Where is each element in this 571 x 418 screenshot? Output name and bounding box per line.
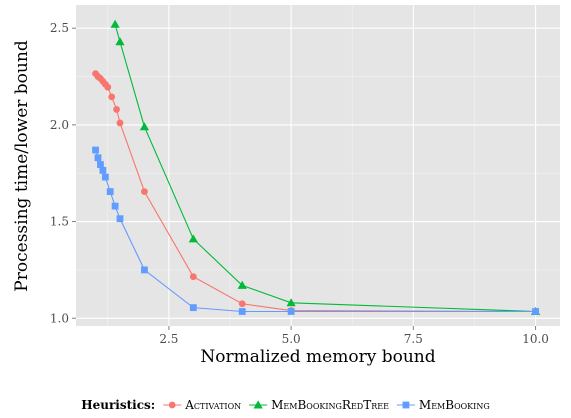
data-point: [106, 188, 114, 196]
legend-label: MemBooking: [419, 398, 490, 412]
data-point: [188, 234, 198, 243]
legend-item: Activation: [163, 398, 241, 412]
legend-key-marker: [402, 401, 410, 409]
legend-item: MemBooking: [396, 398, 490, 412]
major-gridlines: [76, 5, 560, 326]
data-point: [286, 298, 296, 307]
data-point: [189, 273, 197, 281]
data-point: [104, 83, 112, 91]
x-axis-title: Normalized memory bound: [200, 347, 435, 367]
data-point: [141, 266, 148, 274]
x-axis: 2.5 5.0 7.5 10.0: [159, 326, 549, 346]
x-tick-label: 2.5: [159, 332, 178, 346]
legend-label: Activation: [184, 398, 241, 412]
legend: Heuristics: Activation MemBookingRedTree Me…: [81, 398, 489, 412]
legend-key-marker: [253, 400, 263, 409]
x-tick-label: 7.5: [404, 332, 423, 346]
x-tick-label: 10.0: [522, 332, 549, 346]
data-point: [139, 122, 150, 131]
y-tick-label: 1.0: [50, 311, 69, 325]
y-axis-title: Processing time/lower bound: [12, 40, 32, 292]
legend-label: MemBookingRedTree: [271, 398, 389, 412]
data-point: [116, 215, 124, 223]
data-point: [237, 280, 247, 289]
y-tick-label: 1.5: [50, 215, 69, 229]
data-point: [287, 308, 295, 315]
y-tick-label: 2.0: [50, 118, 69, 132]
y-tick-label: 2.5: [50, 21, 69, 35]
data-point: [532, 308, 539, 315]
legend-item: MemBookingRedTree: [249, 398, 389, 412]
plot-panel: [76, 5, 560, 326]
series-membooking: [92, 146, 539, 315]
data-point: [113, 106, 120, 113]
legend-key-marker: [168, 401, 176, 409]
data-point: [111, 202, 119, 210]
data-point: [108, 93, 116, 101]
data-point: [92, 146, 99, 154]
minor-gridlines: [76, 5, 560, 326]
y-axis: 1.0 1.5 2.0 2.5: [50, 21, 76, 325]
series-layer: [92, 19, 541, 315]
data-point: [141, 188, 148, 196]
data-point: [238, 308, 246, 315]
data-point: [116, 119, 124, 127]
x-tick-label: 5.0: [282, 332, 301, 346]
data-point: [110, 19, 120, 28]
data-point: [97, 161, 104, 168]
data-point: [238, 300, 246, 308]
data-point: [115, 37, 125, 46]
data-point: [189, 304, 197, 312]
data-point: [101, 173, 109, 181]
data-point: [99, 166, 107, 174]
data-point: [94, 154, 102, 162]
legend-title: Heuristics:: [81, 398, 155, 412]
